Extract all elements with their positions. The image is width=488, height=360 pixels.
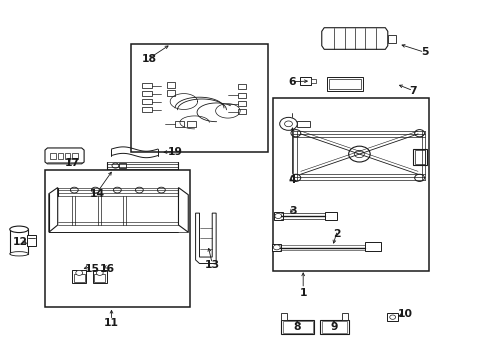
Text: 2: 2 [333,229,341,239]
Polygon shape [195,213,216,264]
Circle shape [112,163,119,168]
Bar [10,229,28,254]
Bar [386,313,397,321]
Text: 18: 18 [142,54,156,64]
Bar [237,93,246,98]
Circle shape [157,187,165,193]
Bar [342,313,347,320]
Bar [272,98,428,271]
Text: 15: 15 [84,264,99,274]
Bar [273,212,282,220]
Bar [142,99,151,104]
Polygon shape [321,28,387,49]
Bar [167,82,175,88]
Text: 10: 10 [397,309,411,319]
Bar [365,242,380,251]
Circle shape [389,315,395,319]
Ellipse shape [10,226,28,233]
Bar [387,35,395,43]
Bar [325,212,337,220]
Circle shape [274,213,281,219]
Bar [93,270,106,283]
Text: 1: 1 [299,288,306,298]
Bar [72,270,86,283]
Circle shape [279,117,297,130]
Circle shape [135,187,143,193]
Bar [142,91,151,96]
Bar [281,313,286,320]
Bar [414,150,425,164]
Bar [94,274,105,282]
Circle shape [76,270,82,275]
Polygon shape [49,188,58,232]
Bar [119,163,126,168]
Bar [27,235,36,246]
Text: 8: 8 [293,322,301,332]
Bar [72,153,78,159]
Text: 13: 13 [204,260,219,270]
Bar [300,77,310,85]
Bar [272,244,281,251]
Bar [175,121,183,127]
Ellipse shape [10,252,28,256]
Bar [328,79,360,89]
Bar [131,44,267,152]
Circle shape [96,270,103,275]
Text: 17: 17 [65,158,80,168]
Circle shape [290,174,300,181]
Bar [142,83,151,88]
Text: 9: 9 [329,322,337,332]
Text: 12: 12 [13,237,28,247]
Bar [50,153,56,159]
Bar [167,90,175,96]
Bar [186,121,195,127]
Text: 16: 16 [100,264,115,274]
Bar [282,321,312,333]
Bar [65,153,70,159]
Circle shape [113,187,121,193]
Bar [58,153,63,159]
Circle shape [284,121,292,127]
Text: 5: 5 [421,47,428,57]
Text: 6: 6 [288,77,296,87]
Bar [45,170,189,307]
Circle shape [91,187,99,193]
Circle shape [414,174,424,181]
Bar [320,320,348,334]
Bar [142,107,151,112]
Circle shape [354,150,364,158]
Text: 4: 4 [288,175,296,185]
Bar [297,121,309,127]
Circle shape [348,146,369,162]
Circle shape [70,187,78,193]
Bar [74,274,84,282]
Polygon shape [45,148,84,164]
Bar [326,77,363,91]
Bar [237,84,246,89]
Bar [281,320,314,334]
Bar [310,79,315,83]
Text: 3: 3 [289,206,297,216]
Text: 14: 14 [90,189,105,199]
Bar [321,321,346,333]
Bar [412,149,426,165]
Text: 7: 7 [408,86,416,96]
Circle shape [273,245,280,250]
Polygon shape [178,188,188,232]
Circle shape [414,130,424,137]
Text: 11: 11 [104,318,119,328]
Circle shape [290,130,300,137]
Bar [237,109,246,114]
Text: 19: 19 [167,147,182,157]
Bar [237,101,246,106]
